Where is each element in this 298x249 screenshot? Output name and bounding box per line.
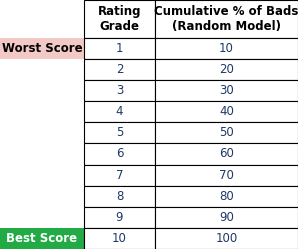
Bar <box>84 59 155 80</box>
Bar <box>84 0 155 38</box>
Bar <box>0 122 84 143</box>
Bar <box>0 186 84 207</box>
Text: Worst Score: Worst Score <box>2 42 82 55</box>
Text: 9: 9 <box>116 211 123 224</box>
Bar <box>84 38 155 59</box>
Bar <box>155 186 298 207</box>
Text: 60: 60 <box>219 147 234 161</box>
Bar <box>155 207 298 228</box>
Bar <box>155 228 298 249</box>
Bar <box>84 228 155 249</box>
Bar <box>155 122 298 143</box>
Bar <box>84 122 155 143</box>
Text: 1: 1 <box>116 42 123 55</box>
Text: 90: 90 <box>219 211 234 224</box>
Bar <box>0 207 84 228</box>
Text: 20: 20 <box>219 63 234 76</box>
Text: Cumulative % of Bads
(Random Model): Cumulative % of Bads (Random Model) <box>154 5 298 33</box>
Text: 80: 80 <box>219 190 234 203</box>
Text: 3: 3 <box>116 84 123 97</box>
Bar <box>155 143 298 165</box>
Bar <box>155 38 298 59</box>
Bar <box>0 228 84 249</box>
Bar <box>84 207 155 228</box>
Text: 50: 50 <box>219 126 234 139</box>
Bar <box>84 165 155 186</box>
Bar <box>84 101 155 122</box>
Text: Rating
Grade: Rating Grade <box>98 5 141 33</box>
Bar <box>155 80 298 101</box>
Text: 70: 70 <box>219 169 234 182</box>
Bar <box>155 0 298 38</box>
Bar <box>84 186 155 207</box>
Text: 7: 7 <box>116 169 123 182</box>
Bar <box>0 165 84 186</box>
Bar <box>84 80 155 101</box>
Text: 8: 8 <box>116 190 123 203</box>
Text: 40: 40 <box>219 105 234 118</box>
Text: 10: 10 <box>112 232 127 245</box>
Text: 2: 2 <box>116 63 123 76</box>
Bar <box>155 101 298 122</box>
Bar <box>0 38 84 59</box>
Text: 6: 6 <box>116 147 123 161</box>
Bar <box>0 80 84 101</box>
Bar <box>0 101 84 122</box>
Text: 4: 4 <box>116 105 123 118</box>
Text: 5: 5 <box>116 126 123 139</box>
Bar <box>0 0 84 38</box>
Bar <box>0 143 84 165</box>
Text: 30: 30 <box>219 84 234 97</box>
Bar <box>84 143 155 165</box>
Text: Best Score: Best Score <box>7 232 77 245</box>
Text: 10: 10 <box>219 42 234 55</box>
Bar <box>0 59 84 80</box>
Bar <box>155 59 298 80</box>
Bar <box>155 165 298 186</box>
Text: 100: 100 <box>215 232 238 245</box>
